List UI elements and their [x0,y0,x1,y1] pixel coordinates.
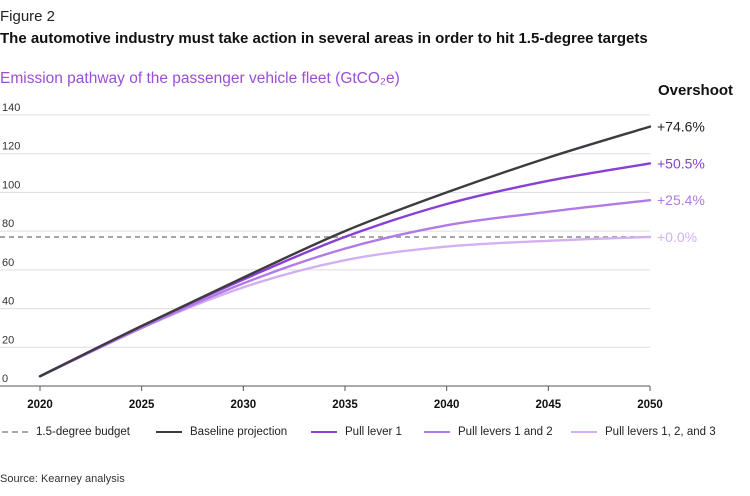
source-note: Source: Kearney analysis [0,473,125,485]
x-tick-label: 2045 [536,399,562,411]
x-tick-label: 2030 [231,399,257,411]
overshoot-heading: Overshoot [658,82,734,99]
overshoot-label-lever12: +25.4% [657,192,705,208]
legend-label-lever1: Pull lever 1 [345,426,402,438]
legend-swatch-lever1 [311,431,337,433]
series-layer [0,125,652,378]
series-line-lever12 [38,199,652,378]
chart-subtitle: Emission pathway of the passenger vehicl… [0,70,400,87]
legend-label-budget: 1.5-degree budget [36,426,130,438]
overshoot-label-lever123: +0.0% [657,229,697,245]
y-tick-label: 80 [2,218,14,230]
overshoot-label-baseline: +74.6% [657,119,705,135]
legend-item-lever123: Pull levers 1, 2, and 3 [571,426,716,438]
legend-swatch-baseline [156,431,182,433]
legend-label-lever12: Pull levers 1 and 2 [458,426,553,438]
figure-label: Figure 2 [0,8,56,25]
y-tick-label: 40 [2,296,14,308]
legend-item-lever1: Pull lever 1 [311,426,402,438]
figure-title: The automotive industry must take action… [0,30,648,47]
legend-item-lever12: Pull levers 1 and 2 [424,426,553,438]
legend-item-baseline: Baseline projection [156,426,287,438]
x-tick-label: 2025 [129,399,155,411]
legend-swatch-lever12 [424,431,450,433]
y-tick-label: 20 [2,334,14,346]
legend-item-budget: 1.5-degree budget [2,426,130,438]
overshoot-label-lever1: +50.5% [657,155,705,171]
legend-label-baseline: Baseline projection [190,426,288,438]
x-tick-label: 2050 [637,399,663,411]
y-tick-label: 60 [2,257,14,269]
series-line-lever123 [38,235,652,378]
y-tick-label: 140 [2,102,20,114]
chart-legend: 1.5-degree budget Baseline projection Pu… [0,426,750,444]
y-tick-label: 0 [2,373,8,385]
y-tick-label: 120 [2,141,20,153]
legend-swatch-budget [2,431,28,433]
label-layer: +74.6% +50.5% +25.4% +0.0% [657,119,705,245]
x-tick-label: 2035 [332,399,358,411]
x-tick-label: 2020 [27,399,53,411]
series-line-baseline [38,125,652,378]
x-tick-label: 2040 [434,399,460,411]
grid-layer [0,114,650,348]
y-tick-label: 100 [2,179,20,191]
legend-label-lever123: Pull levers 1, 2, and 3 [605,426,716,438]
legend-swatch-lever123 [571,431,597,433]
